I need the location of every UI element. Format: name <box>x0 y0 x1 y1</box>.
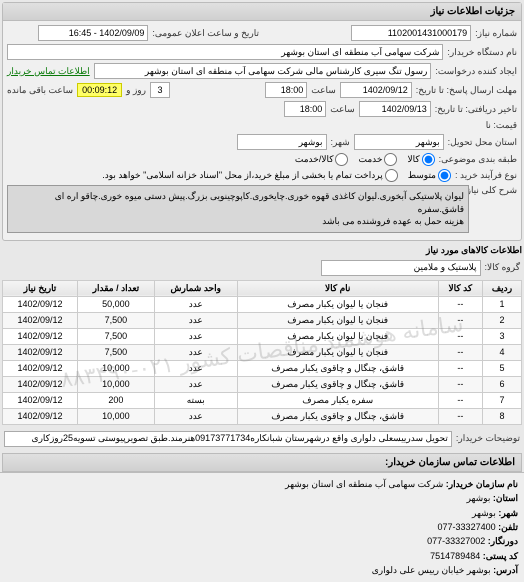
buyer-note-field <box>4 431 452 447</box>
deadline-valid-date <box>359 101 431 117</box>
deadline-reply-date <box>340 82 412 98</box>
packing-opt-2[interactable]: کالا/خدمت <box>295 153 349 166</box>
need-panel-title: جزئیات اطلاعات نیاز <box>3 3 521 21</box>
countdown-days <box>150 82 170 98</box>
process-opt-1[interactable]: پرداخت تمام یا بخشی از مبلغ خرید،از محل … <box>102 169 397 182</box>
shared-key-text: لیوان پلاستیکی آبخوری.لیوان کاغذی قهوه خ… <box>7 185 469 233</box>
goods-col-header: واحد شمارش <box>154 280 237 296</box>
contact-link[interactable]: اطلاعات تماس خریدار <box>7 66 90 77</box>
countdown-suffix: ساعت باقی مانده <box>7 85 73 96</box>
goods-col-header: ردیف <box>482 280 521 296</box>
table-row: 2--فنجان یا لیوان یکبار مصرفعدد7,5001402… <box>3 312 522 328</box>
table-row: 6--قاشق، چنگال و چاقوی یکبار مصرفعدد10,0… <box>3 376 522 392</box>
contact-header: اطلاعات تماس سازمان خریدار: <box>2 453 522 472</box>
buyer-label: نام دستگاه خریدار: <box>447 47 517 58</box>
contact-fax-label: دورنگار: <box>488 536 518 546</box>
contact-province-label: استان: <box>493 493 518 503</box>
contact-postal-label: کد پستی: <box>483 551 518 561</box>
deadline-reply-label: مهلت ارسال پاسخ: تا تاریخ: <box>416 85 517 96</box>
need-number-label: شماره نیاز: <box>475 28 517 39</box>
delivery-city-label: شهر: <box>331 137 350 148</box>
deadline-valid-time <box>284 101 326 117</box>
applicant-label: ایجاد کننده درخواست: <box>435 66 517 77</box>
goods-group-label: گروه کالا: <box>485 262 520 273</box>
process-opt-0[interactable]: متوسط <box>408 169 451 182</box>
contact-city-label: شهر: <box>498 508 518 518</box>
goods-col-header: کد کالا <box>438 280 482 296</box>
contact-province: بوشهر <box>467 493 491 503</box>
packing-opt-0[interactable]: کالا <box>407 153 434 166</box>
delivery-province-field <box>354 134 444 150</box>
deadline-valid-label: تاخیر دریافتی: تا تاریخ: <box>435 104 517 115</box>
contact-org-label: نام سازمان خریدار: <box>446 479 518 489</box>
packing-label: طبقه بندی موضوعی: <box>439 154 517 165</box>
deadline-reply-time <box>265 82 307 98</box>
goods-col-header: تاریخ نیاز <box>3 280 78 296</box>
contact-postal: 7514789484 <box>430 551 480 561</box>
packing-radio-group: کالا خدمت کالا/خدمت <box>295 153 435 166</box>
table-row: 7--سفره یکبار مصرفبسته2001402/09/12 <box>3 392 522 408</box>
need-number-field <box>351 25 471 41</box>
contact-phone: 33327400-077 <box>438 522 496 532</box>
buyer-field <box>7 44 443 60</box>
table-row: 8--قاشق، چنگال و چاقوی یکبار مصرفعدد10,0… <box>3 408 522 424</box>
goods-col-header: نام کالا <box>237 280 438 296</box>
deadline-reply-time-label: ساعت <box>311 85 336 96</box>
process-label: نوع فرآیند خرید : <box>455 170 517 181</box>
delivery-city-field <box>237 134 327 150</box>
contact-city: بوشهر <box>472 508 496 518</box>
goods-group-field <box>321 260 481 276</box>
table-row: 1--فنجان یا لیوان یکبار مصرفعدد50,000140… <box>3 296 522 312</box>
goods-section-title: اطلاعات کالاهای مورد نیاز <box>2 245 522 256</box>
buyer-note-label: توضیحات خریدار: <box>456 433 520 444</box>
announce-label: تاریخ و ساعت اعلان عمومی: <box>152 28 259 39</box>
contact-address: بوشهر خیابان رییس علی دلواری <box>372 565 491 575</box>
packing-opt-1[interactable]: خدمت <box>358 153 397 166</box>
table-row: 5--قاشق، چنگال و چاقوی یکبار مصرفعدد10,0… <box>3 360 522 376</box>
countdown-time: 00:09:12 <box>77 83 122 97</box>
contact-fax: 33327002-077 <box>427 536 485 546</box>
table-row: 4--فنجان یا لیوان یکبار مصرفعدد7,5001402… <box>3 344 522 360</box>
contact-address-label: آدرس: <box>493 565 518 575</box>
contact-phone-label: تلفن: <box>498 522 518 532</box>
delivery-province-label: استان محل تحویل: <box>448 137 517 148</box>
goods-col-header: تعداد / مقدار <box>77 280 154 296</box>
countdown-days-label: روز و <box>126 85 146 96</box>
process-radio-group: متوسط پرداخت تمام یا بخشی از مبلغ خرید،ا… <box>102 169 451 182</box>
applicant-field <box>94 63 432 79</box>
need-panel: جزئیات اطلاعات نیاز شماره نیاز: تاریخ و … <box>2 2 522 241</box>
contact-block: نام سازمان خریدار: شرکت سهامی آب منطقه ا… <box>0 472 524 582</box>
announce-date-field <box>38 25 148 41</box>
table-row: 3--فنجان یا لیوان یکبار مصرفعدد7,5001402… <box>3 328 522 344</box>
shared-key-label: شرح کلی نیاز: <box>473 185 517 196</box>
goods-table: ردیفکد کالانام کالاواحد شمارشتعداد / مقد… <box>2 280 522 425</box>
contact-org: شرکت سهامی آب منطقه ای استان بوشهر <box>285 479 443 489</box>
price-label: قیمت: نا <box>486 120 517 131</box>
